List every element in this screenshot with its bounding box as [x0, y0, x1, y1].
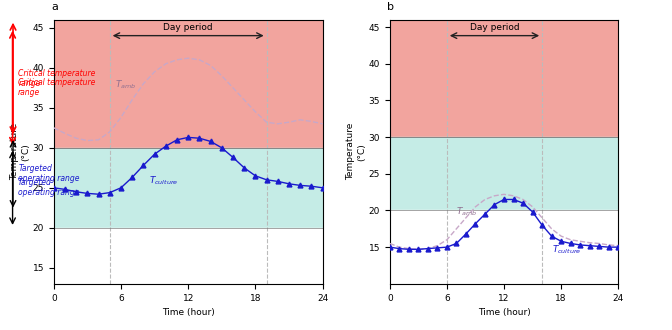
Text: Day period: Day period: [163, 23, 213, 32]
Text: $T_{amb}$: $T_{amb}$: [116, 79, 136, 91]
Text: Targeted
operating range: Targeted operating range: [18, 178, 79, 197]
Bar: [54, 148, 323, 228]
Text: Day period: Day period: [470, 23, 519, 32]
X-axis label: Time (hour): Time (hour): [162, 308, 214, 317]
Bar: [390, 211, 618, 284]
Text: Critical temperature
range: Critical temperature range: [18, 78, 95, 97]
Bar: [390, 5, 618, 137]
Bar: [54, 228, 323, 284]
Text: $T_{amb}$: $T_{amb}$: [456, 205, 478, 217]
X-axis label: Time (hour): Time (hour): [478, 308, 530, 317]
Y-axis label: Temperature
(°C): Temperature (°C): [10, 123, 30, 181]
Text: Critical temperature
range: Critical temperature range: [18, 69, 96, 88]
Bar: [54, 4, 323, 148]
Y-axis label: Temperature
(°C): Temperature (°C): [346, 123, 366, 181]
Text: b: b: [388, 2, 394, 12]
Text: Targeted
operating range: Targeted operating range: [18, 164, 80, 183]
Bar: [390, 137, 618, 211]
Text: $T_{culture}$: $T_{culture}$: [552, 244, 581, 256]
Text: a: a: [51, 2, 58, 12]
Text: $T_{culture}$: $T_{culture}$: [149, 175, 178, 187]
